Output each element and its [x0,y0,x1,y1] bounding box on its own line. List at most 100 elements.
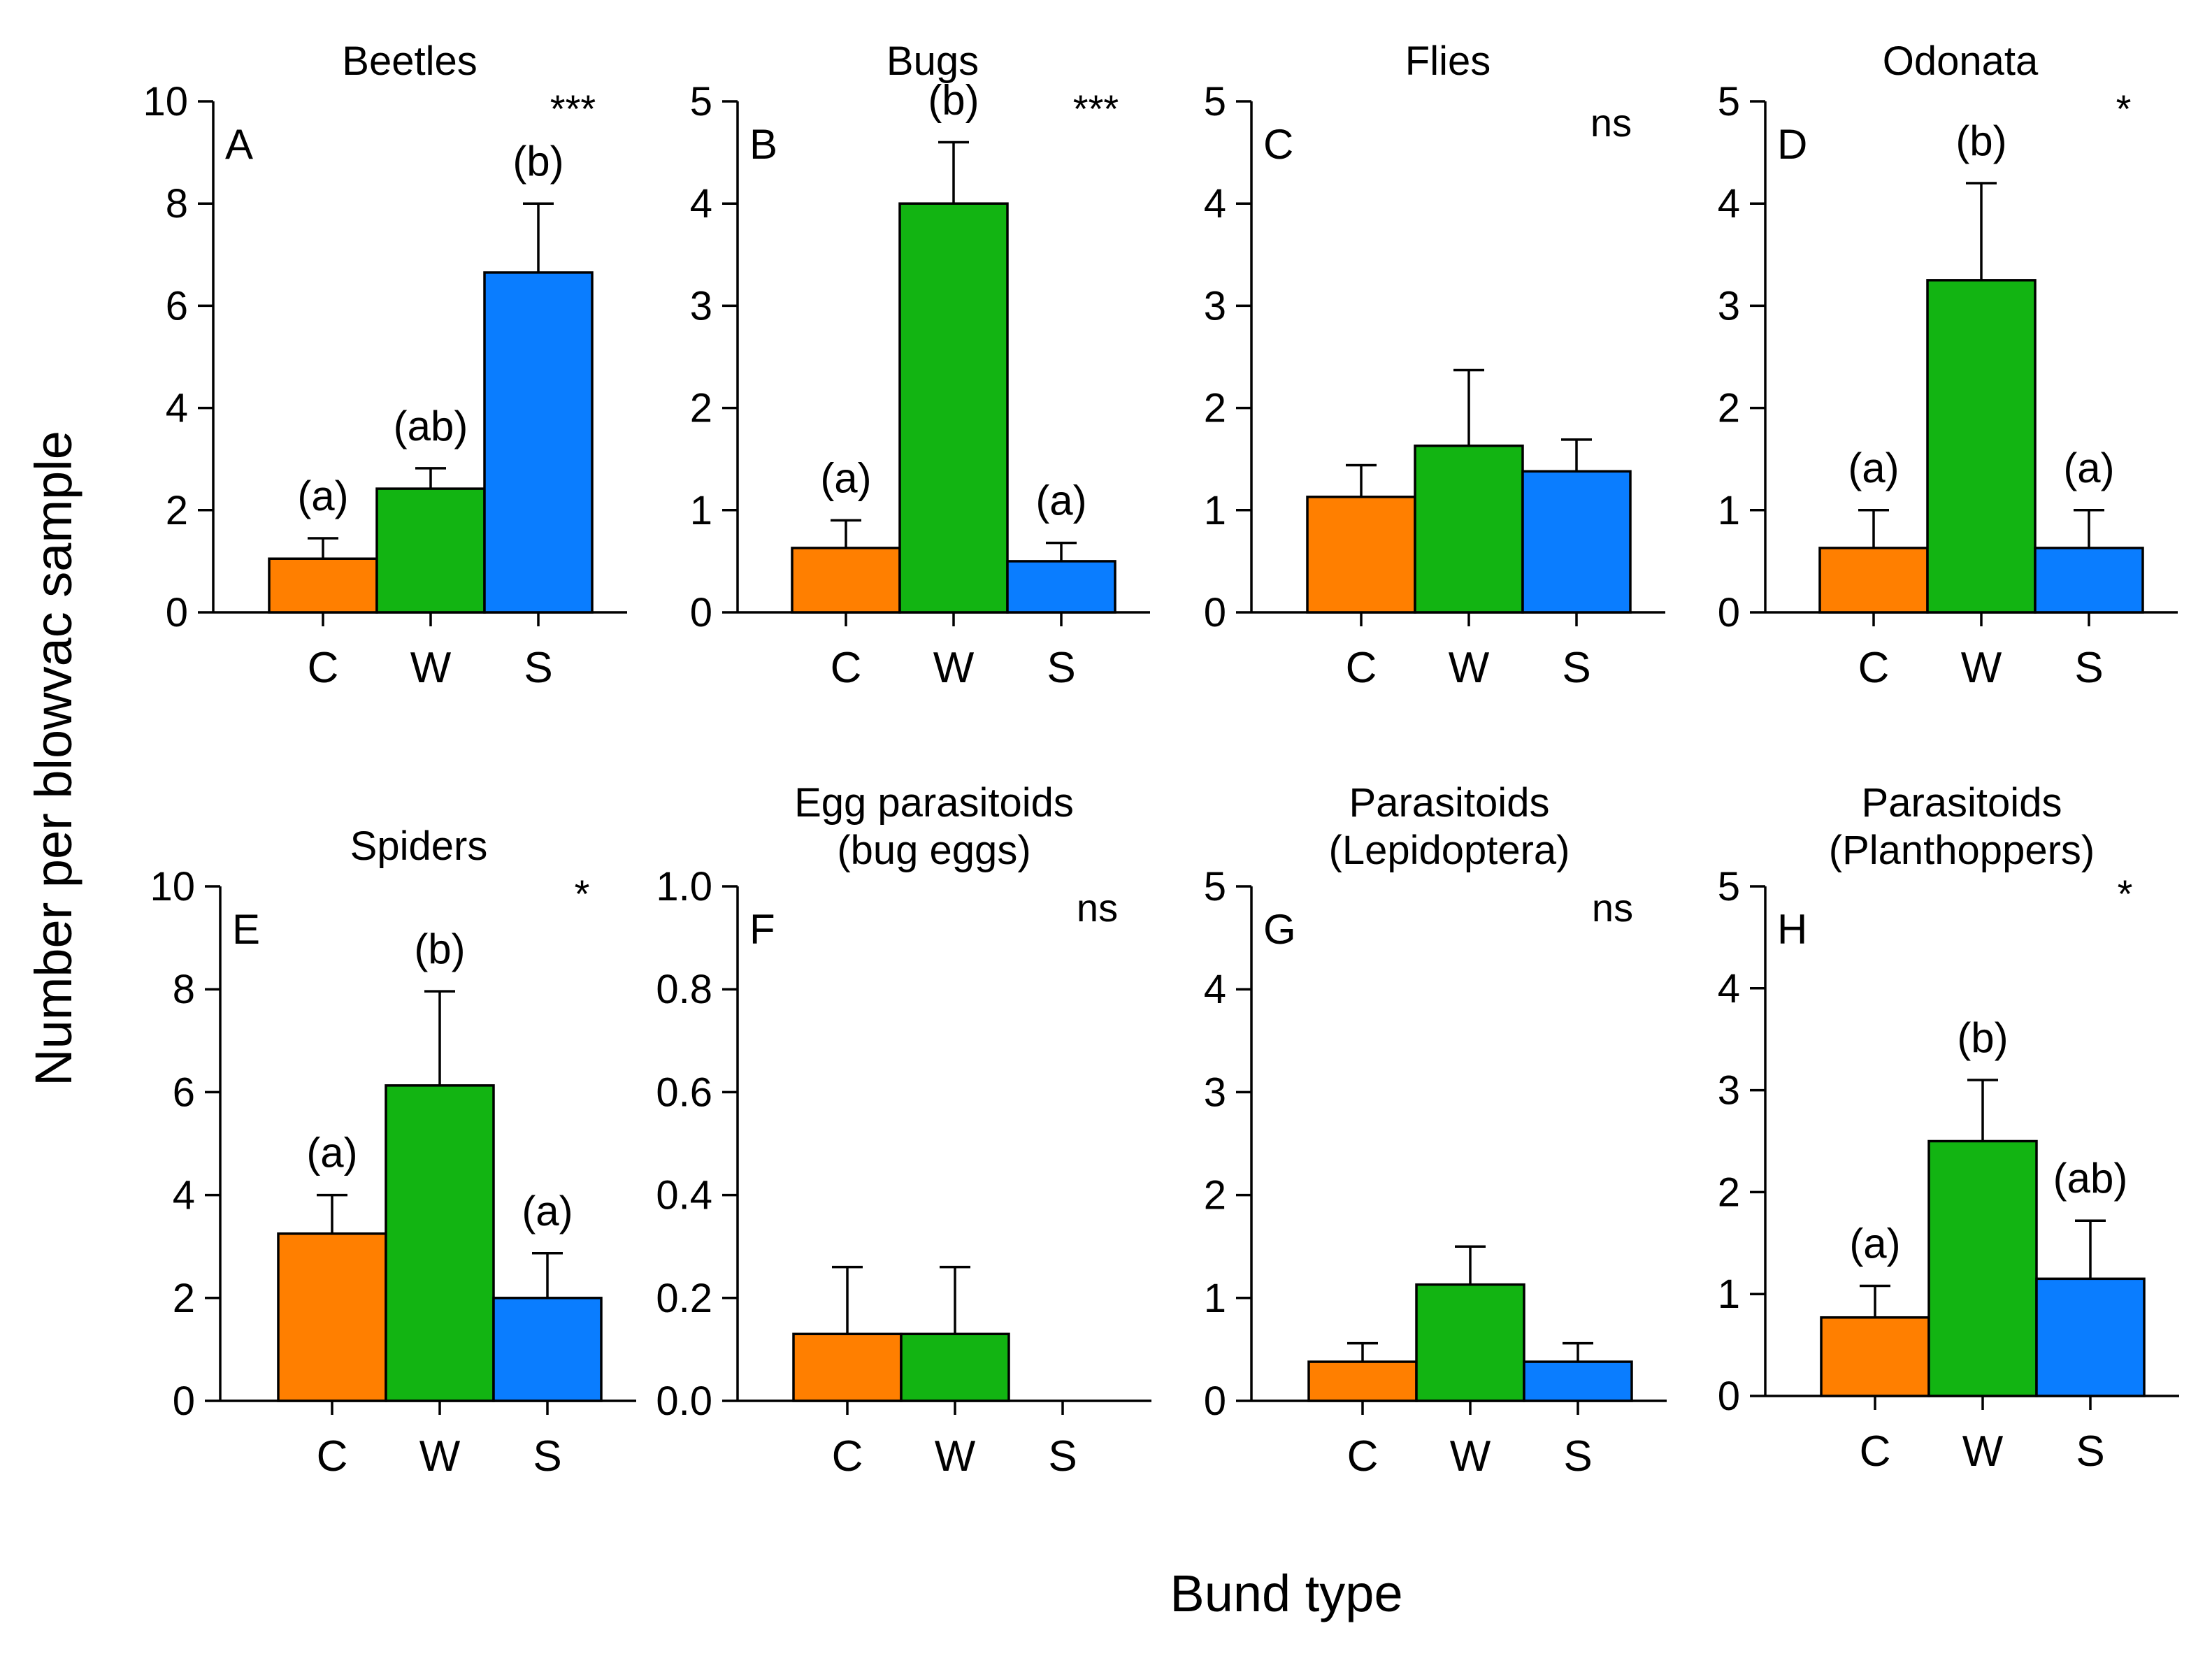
y-tick-label: 0 [1718,1374,1740,1419]
y-tick-label: 0 [166,590,188,635]
y-tick-label: 4 [1204,967,1226,1012]
y-tick-label: 8 [166,181,188,226]
y-tick-label: 0 [1204,1378,1226,1424]
x-tick-label: W [935,1432,976,1481]
y-tick-label: 2 [1204,386,1226,431]
bar-b-s [1006,560,1116,614]
y-tick-label: 5 [1718,864,1740,909]
y-tick-label: 5 [690,79,712,124]
bar-f-w [900,1332,1010,1402]
x-tick-label: S [533,1432,561,1481]
y-tick-label: 0.4 [656,1173,712,1218]
x-tick-label: S [2076,1427,2104,1476]
x-tick-label: C [308,644,339,692]
title-h: Parasitoids [1862,780,2062,826]
significance-g: ns [1592,886,1633,930]
y-tick-label: 1 [1718,1272,1740,1317]
bar-h-s [2035,1277,2146,1397]
group-label: (ab) [394,403,468,449]
significance-b: *** [1073,87,1119,131]
title-f: Egg parasitoids [794,780,1074,826]
y-tick-label: 4 [166,386,188,431]
y-tick-label: 10 [143,79,188,124]
significance-a: *** [550,87,596,131]
y-tick-label: 6 [166,283,188,329]
panel-d: 0 1 2 3 4 5 C (a) W (b) S (a) D * Odonata [1718,38,2178,692]
y-tick-label: 5 [1204,79,1226,124]
panel-letter-a: A [225,121,253,168]
panel-f: 0.0 0.2 0.4 0.6 0.8 1.0 C W S F ns Egg parasitoids(… [656,780,1151,1481]
group-label: (ab) [2053,1155,2128,1202]
panel-letter-g: G [1263,906,1296,953]
group-label: (a) [306,1130,357,1176]
bar-c-s [1521,470,1632,614]
group-label: (a) [820,454,871,501]
y-tick-label: 2 [173,1276,195,1321]
x-tick-label: S [524,644,552,692]
title-b: Bugs [886,38,979,84]
x-tick-label: W [410,644,452,692]
y-tick-label: 6 [173,1070,195,1115]
y-tick-label: 3 [1204,1070,1226,1115]
y-tick-label: 1.0 [656,864,712,909]
panel-a: 0 2 4 6 8 10 C (a) W (ab) S (b) A *** Beetles [143,38,627,692]
y-tick-label: 5 [1718,79,1740,124]
significance-e: * [575,872,590,916]
bar-e-s [492,1297,603,1402]
x-tick-label: W [1450,1432,1491,1481]
panel-letter-e: E [232,906,260,953]
y-tick-label: 4 [173,1173,195,1218]
y-tick-label: 3 [1718,1068,1740,1114]
y-axis-label: Number per blowvac sample [24,431,82,1086]
bar-f-c [792,1332,903,1402]
title-a: Beetles [342,38,477,84]
y-tick-label: 5 [1204,864,1226,909]
group-label: (a) [522,1188,573,1234]
x-tick-label: W [1961,644,2002,692]
title-g: Parasitoids [1349,780,1550,826]
bar-g-c [1307,1360,1418,1402]
x-tick-label: S [2074,644,2103,692]
bar-a-c [268,557,378,614]
y-tick-label: 2 [690,386,712,431]
y-tick-label: 4 [1718,966,1740,1011]
group-label: (a) [297,473,348,519]
bar-d-s [2034,547,2144,614]
panel-b: 0 1 2 3 4 5 C (a) W (b) S (a) B *** Bugs [690,38,1150,692]
bar-d-c [1818,547,1929,614]
significance-d: * [2116,87,2132,131]
y-tick-label: 10 [150,864,195,909]
bar-a-s [483,271,594,614]
y-tick-label: 2 [1204,1173,1226,1218]
y-tick-label: 1 [1718,488,1740,533]
y-tick-label: 0 [1718,590,1740,635]
x-tick-label: C [1858,644,1890,692]
y-tick-label: 2 [1718,1169,1740,1215]
x-tick-label: S [1563,1432,1592,1481]
y-tick-label: 4 [1204,181,1226,226]
title-f: (bug eggs) [837,828,1030,873]
y-tick-label: 0 [690,590,712,635]
y-tick-label: 1 [1204,488,1226,533]
group-label: (a) [1848,445,1899,491]
y-tick-label: 0 [173,1378,195,1424]
bar-a-w [375,487,486,614]
y-tick-label: 1 [1204,1276,1226,1321]
y-tick-label: 3 [1204,283,1226,329]
y-tick-label: 3 [1718,283,1740,329]
group-label: (a) [1849,1221,1900,1267]
bar-g-w [1415,1283,1525,1402]
y-tick-label: 4 [690,181,712,226]
panels: 0246810C(a)W(ab)S(b)A***Beetles012345C(a… [143,38,2179,1481]
y-tick-label: 4 [1718,181,1740,226]
group-label: (b) [512,138,563,185]
y-tick-label: 1 [690,488,712,533]
bar-b-c [791,547,901,614]
y-tick-label: 8 [173,967,195,1012]
panel-letter-f: F [749,906,775,953]
y-tick-label: 2 [1718,386,1740,431]
group-label: (a) [1035,477,1086,524]
group-label: (a) [2063,445,2114,491]
